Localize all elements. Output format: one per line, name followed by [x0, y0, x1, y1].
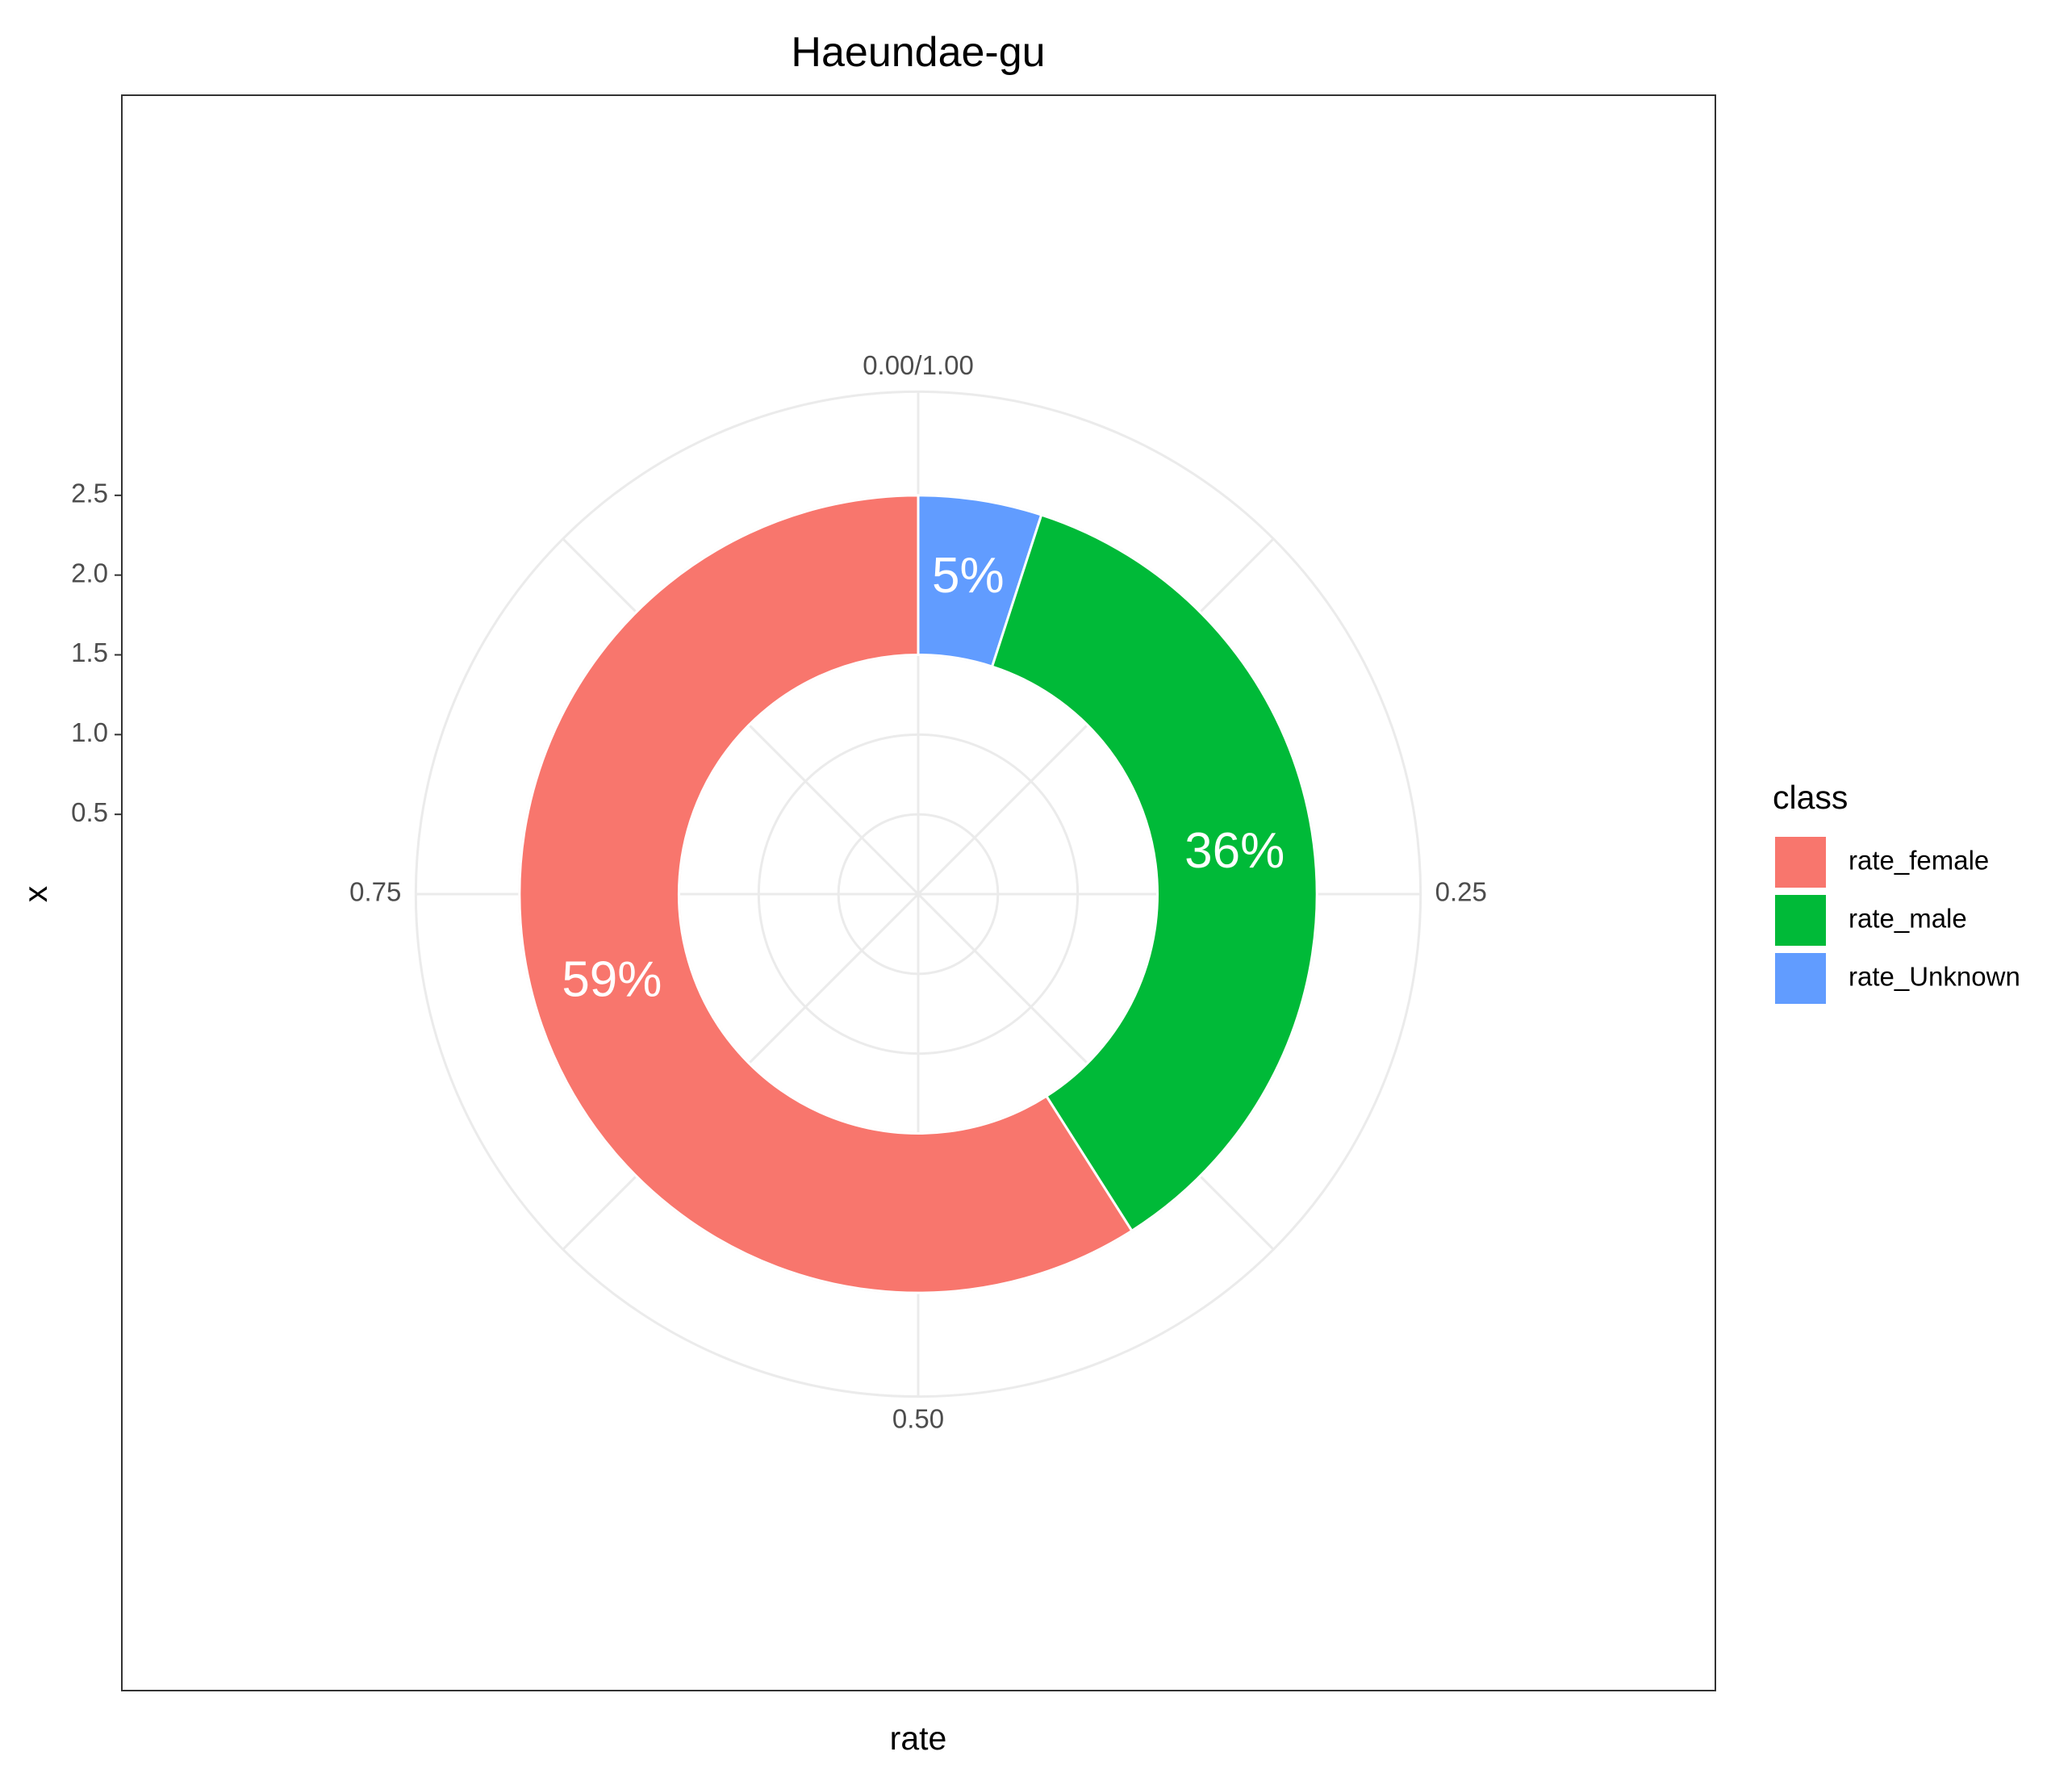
x-axis-title: rate: [890, 1720, 947, 1757]
angular-tick-label: 0.25: [1435, 877, 1487, 907]
legend-swatch-rate-unknown: [1775, 953, 1826, 1004]
y-tick-label: 1.0: [71, 717, 108, 747]
legend-swatch-rate-male: [1775, 895, 1826, 946]
legend: class rate_female rate_male rate_Unknown: [1773, 779, 2020, 1004]
slice-label-rate-female: 59%: [562, 952, 662, 1008]
slice-labels: 5% 36% 59%: [562, 548, 1285, 1008]
y-tick-label: 2.5: [71, 479, 108, 508]
legend-label-rate-male: rate_male: [1849, 904, 1967, 934]
donut-slices: [518, 494, 1318, 1294]
y-tick-label: 1.5: [71, 638, 108, 667]
y-tick-label: 2.0: [71, 558, 108, 587]
y-tick-label: 0.5: [71, 797, 108, 827]
angular-axis: 0.00/1.00 0.25 0.50 0.75: [349, 350, 1487, 1433]
slice-label-rate-male: 36%: [1184, 823, 1285, 879]
slice-rate-male: [990, 513, 1318, 1233]
y-axis: 0.5 1.0 1.5 2.0 2.5: [71, 479, 122, 827]
angular-tick-label: 0.50: [892, 1403, 944, 1433]
y-axis-title: x: [17, 885, 54, 902]
slice-label-rate-unknown: 5%: [932, 548, 1005, 604]
chart-title: Haeundae-gu: [791, 29, 1045, 76]
legend-label-rate-unknown: rate_Unknown: [1849, 962, 2020, 992]
legend-title: class: [1773, 779, 1848, 816]
legend-label-rate-female: rate_female: [1849, 846, 1989, 876]
slice-rate-female: [518, 494, 1134, 1294]
angular-tick-label: 0.75: [349, 877, 401, 907]
plot-panel-border: [121, 94, 1716, 1691]
angular-tick-label: 0.00/1.00: [863, 350, 974, 380]
legend-swatch-rate-female: [1775, 837, 1826, 888]
